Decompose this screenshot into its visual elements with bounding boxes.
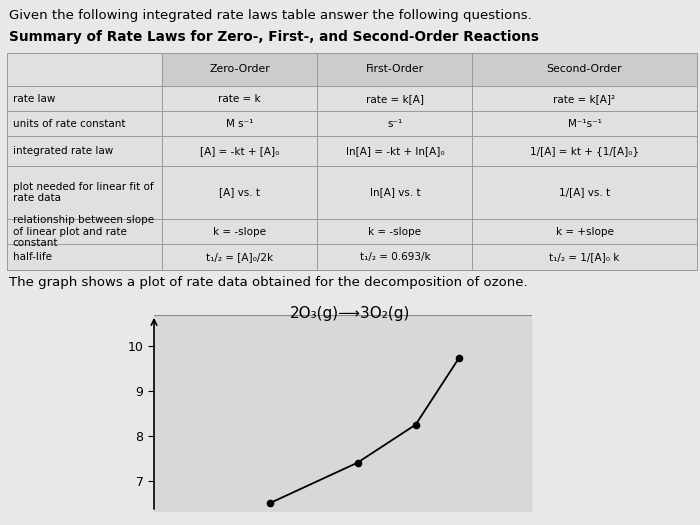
Text: rate = k: rate = k xyxy=(218,94,261,104)
Text: t₁/₂ = 0.693/k: t₁/₂ = 0.693/k xyxy=(360,253,430,262)
Text: integrated rate law: integrated rate law xyxy=(13,146,113,156)
Text: ln[A] = -kt + ln[A]₀: ln[A] = -kt + ln[A]₀ xyxy=(346,146,444,156)
Text: rate = k[A]²: rate = k[A]² xyxy=(554,94,615,104)
Text: relationship between slope
of linear plot and rate
constant: relationship between slope of linear plo… xyxy=(13,215,153,248)
Text: M⁻¹s⁻¹: M⁻¹s⁻¹ xyxy=(568,119,601,129)
Text: Given the following integrated rate laws table answer the following questions.: Given the following integrated rate laws… xyxy=(9,9,532,23)
Text: M s⁻¹: M s⁻¹ xyxy=(226,119,253,129)
Text: 1/[A] = kt + {1/[A]₀}: 1/[A] = kt + {1/[A]₀} xyxy=(530,146,639,156)
Text: rate = k[A]: rate = k[A] xyxy=(366,94,424,104)
Bar xyxy=(162,52,696,86)
Text: s⁻¹: s⁻¹ xyxy=(387,119,402,129)
Text: Zero-Order: Zero-Order xyxy=(209,65,270,75)
Text: Summary of Rate Laws for Zero-, First-, and Second-Order Reactions: Summary of Rate Laws for Zero-, First-, … xyxy=(9,30,539,45)
Text: k = -slope: k = -slope xyxy=(214,227,266,237)
Text: Second-Order: Second-Order xyxy=(547,65,622,75)
Text: 2O₃(g)⟶3O₂(g): 2O₃(g)⟶3O₂(g) xyxy=(290,306,410,321)
Text: ln[A] vs. t: ln[A] vs. t xyxy=(370,187,420,197)
Text: rate law: rate law xyxy=(13,94,55,104)
Text: t₁/₂ = [A]₀/2k: t₁/₂ = [A]₀/2k xyxy=(206,253,273,262)
Text: k = -slope: k = -slope xyxy=(368,227,421,237)
Text: The graph shows a plot of rate data obtained for the decomposition of ozone.: The graph shows a plot of rate data obta… xyxy=(9,276,528,289)
Text: k = +slope: k = +slope xyxy=(556,227,613,237)
Text: half-life: half-life xyxy=(13,253,52,262)
Text: [A] = -kt + [A]₀: [A] = -kt + [A]₀ xyxy=(200,146,279,156)
Text: First-Order: First-Order xyxy=(366,65,424,75)
Text: units of rate constant: units of rate constant xyxy=(13,119,125,129)
Text: 1/[A] vs. t: 1/[A] vs. t xyxy=(559,187,610,197)
Text: plot needed for linear fit of
rate data: plot needed for linear fit of rate data xyxy=(13,182,153,203)
Text: t₁/₂ = 1/[A]₀ k: t₁/₂ = 1/[A]₀ k xyxy=(550,253,620,262)
Text: [A] vs. t: [A] vs. t xyxy=(219,187,260,197)
